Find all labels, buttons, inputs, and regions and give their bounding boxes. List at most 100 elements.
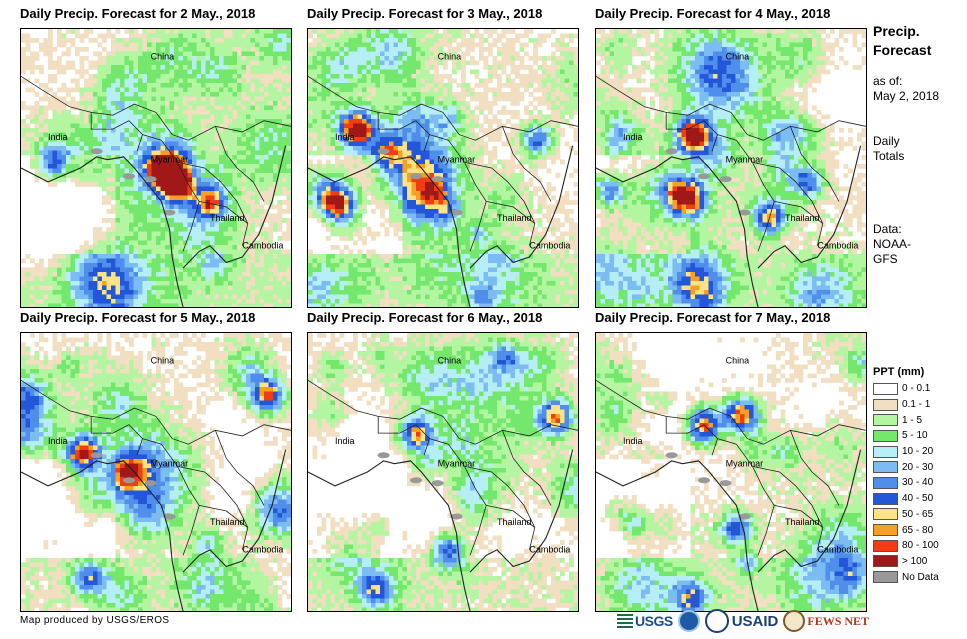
panel-may-4: Daily Precip. Forecast for 4 May., 2018 … <box>595 6 879 308</box>
legend-item: 0.1 - 1 <box>873 397 967 413</box>
no-data-patch <box>410 477 422 484</box>
panel-may-3: Daily Precip. Forecast for 3 May., 2018 … <box>307 6 591 308</box>
legend-label: > 100 <box>902 555 928 567</box>
legend-item: 65 - 80 <box>873 522 967 538</box>
legend-swatch <box>873 571 898 584</box>
legend-swatch <box>873 476 898 489</box>
data-source-line2: GFS <box>873 252 898 266</box>
legend-item: 5 - 10 <box>873 428 967 444</box>
logo-strip: USGS USAID FEWS NET <box>617 606 869 636</box>
country-border <box>21 75 291 141</box>
country-label-thailand: Thailand <box>497 517 532 527</box>
legend-item: 20 - 30 <box>873 459 967 475</box>
precip-map: China India Myanmar Thailand Cambodia <box>20 28 292 308</box>
country-border <box>752 466 824 550</box>
precip-raster <box>596 29 866 307</box>
country-border <box>308 75 578 141</box>
country-label-myanmar: Myanmar <box>726 154 764 164</box>
precip-raster <box>596 333 866 611</box>
precip-map: China India Myanmar Thailand Cambodia <box>307 332 579 612</box>
country-label-myanmar: Myanmar <box>438 154 476 164</box>
country-border <box>774 201 824 224</box>
country-border <box>596 379 866 445</box>
legend-swatch <box>873 492 898 505</box>
country-label-india: India <box>48 132 68 142</box>
country-border <box>464 466 536 550</box>
coastline <box>308 460 471 611</box>
country-label-china: China <box>151 356 175 366</box>
legend-swatch <box>873 508 898 521</box>
country-border <box>429 134 487 252</box>
panel-title: Daily Precip. Forecast for 2 May., 2018 <box>20 6 256 21</box>
no-data-patch <box>90 452 103 459</box>
legend-swatch <box>873 398 898 411</box>
legend-label: 20 - 30 <box>902 461 934 473</box>
usgs-logo: USGS <box>617 613 673 629</box>
country-label-thailand: Thailand <box>210 517 245 527</box>
panel-title: Daily Precip. Forecast for 7 May., 2018 <box>595 310 831 325</box>
sidebar-title-line1: Precip. <box>873 23 920 39</box>
coastline <box>182 449 287 573</box>
country-border <box>142 134 200 252</box>
no-data-patch <box>163 209 176 216</box>
country-label-thailand: Thailand <box>210 213 245 223</box>
legend-label: 0 - 0.1 <box>902 383 931 395</box>
panel-title: Daily Precip. Forecast for 3 May., 2018 <box>307 6 543 21</box>
legend-label: 65 - 80 <box>902 524 934 536</box>
legend-label: 40 - 50 <box>902 493 934 505</box>
coastline <box>469 449 574 573</box>
country-label-india: India <box>48 436 68 446</box>
legend-item: No Data <box>873 569 967 585</box>
country-border <box>790 126 840 202</box>
legend-item: 30 - 40 <box>873 475 967 491</box>
asof-date: May 2, 2018 <box>873 89 940 103</box>
fewsnet-logo-text: FEWS NET <box>807 613 870 628</box>
country-label-india: India <box>335 132 355 142</box>
country-border <box>21 379 291 445</box>
country-label-myanmar: Myanmar <box>151 458 189 468</box>
coastline <box>596 156 759 307</box>
country-border <box>717 438 775 556</box>
country-border <box>308 379 578 445</box>
country-border <box>486 201 536 224</box>
country-label-china: China <box>726 356 750 366</box>
panel-title: Daily Precip. Forecast for 6 May., 2018 <box>307 310 543 325</box>
country-border <box>177 466 249 550</box>
country-label-china: China <box>438 356 462 366</box>
country-border <box>665 416 718 456</box>
no-data-patch <box>377 452 390 459</box>
country-label-thailand: Thailand <box>785 517 820 527</box>
legend-item: 80 - 100 <box>873 538 967 554</box>
totals-line2: Totals <box>873 149 905 163</box>
no-data-patch <box>698 477 710 484</box>
country-border <box>142 438 200 556</box>
country-border <box>90 112 143 152</box>
no-data-patch <box>144 480 157 487</box>
no-data-patch <box>431 480 444 487</box>
panel-may-6: Daily Precip. Forecast for 6 May., 2018 … <box>307 310 591 612</box>
country-border <box>665 112 718 152</box>
coastline <box>21 156 184 307</box>
no-data-patch <box>719 176 732 183</box>
country-border <box>596 75 866 141</box>
legend-label: 5 - 10 <box>902 430 928 442</box>
usgs-logo-text: USGS <box>635 613 673 629</box>
no-data-patch <box>665 148 678 155</box>
legend-swatch <box>873 461 898 474</box>
country-border <box>199 201 249 224</box>
precip-raster <box>21 333 291 611</box>
legend-item: 40 - 50 <box>873 491 967 507</box>
country-label-cambodia: Cambodia <box>817 545 858 555</box>
country-border <box>90 416 143 456</box>
precip-map: China India Myanmar Thailand Cambodia <box>20 332 292 612</box>
country-label-india: India <box>623 436 643 446</box>
panel-title: Daily Precip. Forecast for 5 May., 2018 <box>20 310 256 325</box>
country-border <box>486 505 536 528</box>
legend-swatch <box>873 539 898 552</box>
legend-label: 0.1 - 1 <box>902 399 931 411</box>
legend-swatch <box>873 414 898 427</box>
country-border <box>774 505 824 528</box>
no-data-patch <box>410 173 422 180</box>
country-border <box>377 112 430 152</box>
country-border <box>177 162 249 246</box>
